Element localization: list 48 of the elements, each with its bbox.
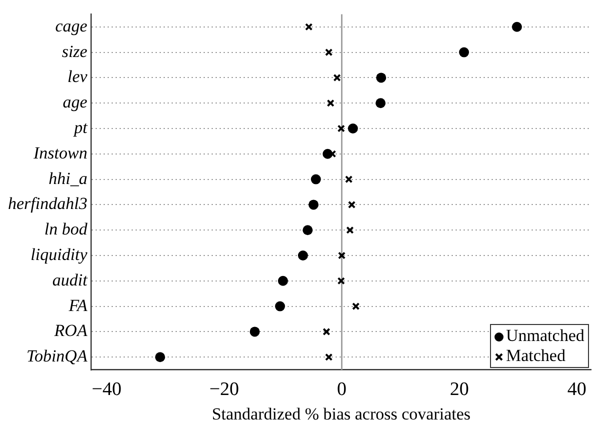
point (322, 328, 330, 336)
x-tick-label: −20 (209, 379, 240, 400)
point (352, 302, 360, 310)
point (459, 47, 470, 58)
y-tick-label: audit (52, 270, 89, 290)
point (324, 353, 333, 361)
point (338, 252, 346, 260)
point (324, 48, 333, 56)
y-tick-label: herfindahl3 (8, 194, 88, 214)
y-tick-label: Instown (32, 143, 88, 162)
y-tick-label: age (62, 92, 88, 112)
x-tick-label: 20 (450, 379, 469, 400)
y-tick-label: pt (73, 118, 89, 137)
point (512, 22, 522, 32)
point (376, 98, 386, 108)
point (333, 74, 341, 82)
point (348, 200, 356, 209)
point (337, 277, 345, 285)
point (326, 99, 334, 107)
point (250, 326, 260, 337)
point (298, 250, 308, 260)
y-tick-label: lev (68, 67, 88, 86)
legend-label: Unmatched (506, 326, 584, 345)
y-tick-label: FA (68, 296, 88, 315)
point (155, 352, 166, 362)
point (305, 23, 313, 31)
point (337, 124, 345, 132)
point (310, 174, 321, 184)
point (376, 72, 386, 83)
y-tick-label: hhi_a (48, 168, 88, 188)
y-tick-label: cage (55, 16, 88, 36)
point (275, 301, 286, 312)
y-tick-label: size (62, 42, 88, 61)
x-tick-label: 40 (567, 379, 586, 400)
x-tick-label: 0 (337, 379, 347, 400)
y-tick-label: TobinQA (26, 346, 88, 366)
legend-label: Matched (506, 346, 566, 365)
point (348, 124, 358, 134)
y-tick-label: ln bod (44, 220, 88, 239)
y-tick-label: liquidity (30, 244, 88, 264)
point (302, 225, 313, 236)
x-axis-title: Standardized % bias across covariates (212, 404, 471, 424)
x-tick-label: −40 (92, 379, 122, 400)
point (308, 200, 319, 210)
y-tick-label: ROA (53, 321, 88, 340)
point (278, 276, 288, 286)
point (344, 175, 353, 184)
point (346, 226, 354, 234)
